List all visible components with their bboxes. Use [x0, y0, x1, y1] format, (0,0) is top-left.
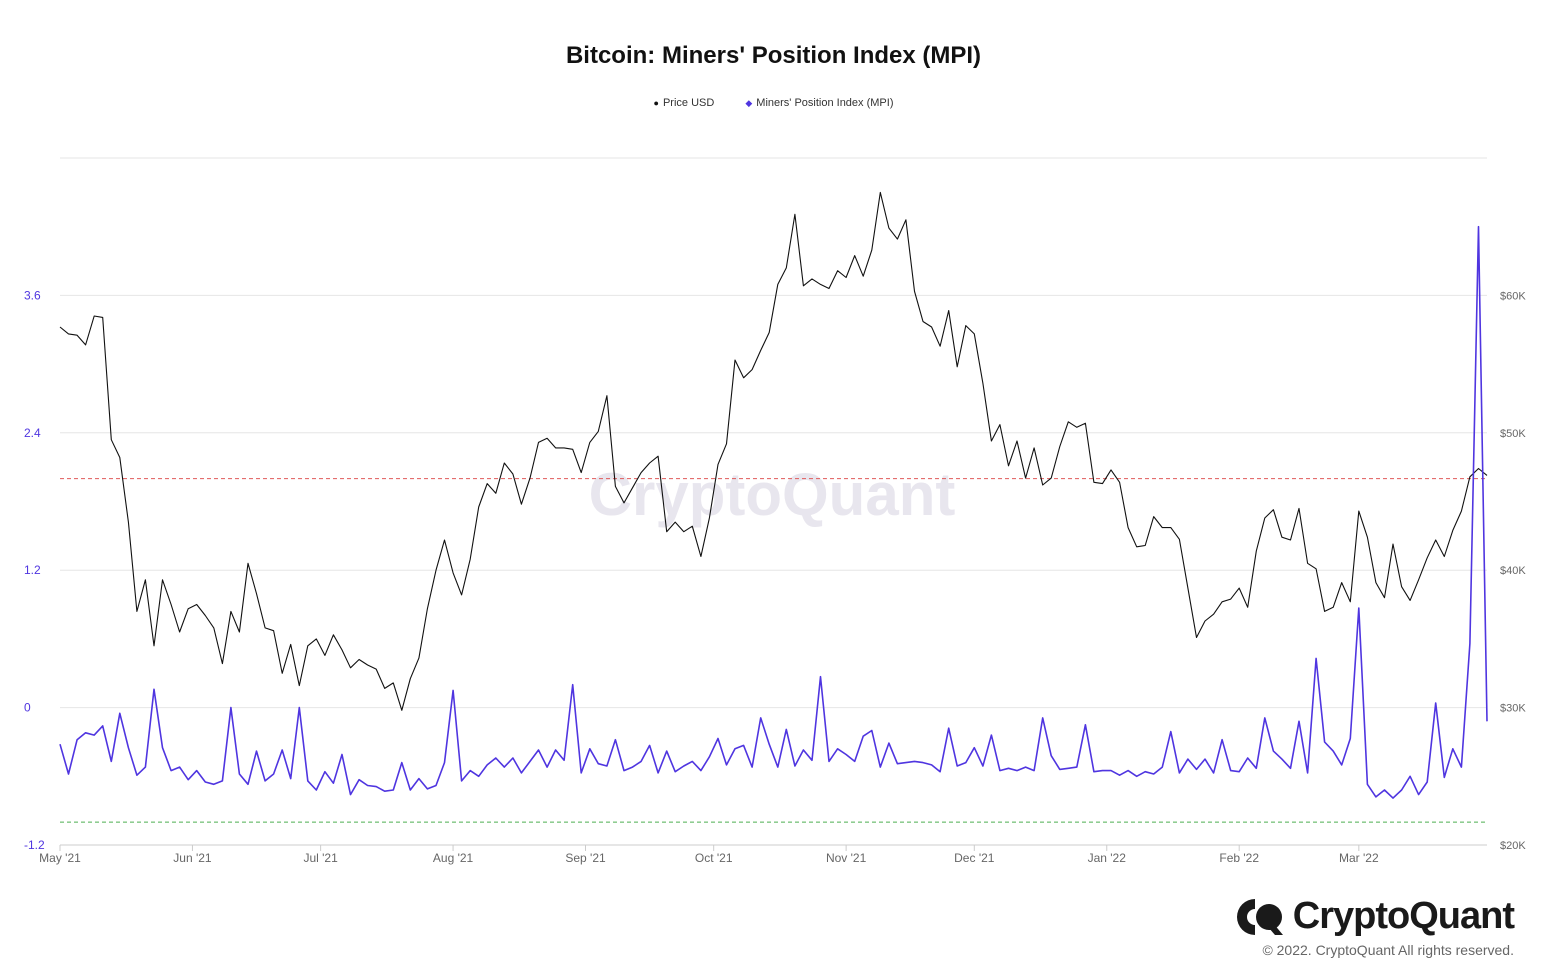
- x-axis-tick-label: Dec '21: [954, 851, 995, 865]
- chart-title: Bitcoin: Miners' Position Index (MPI): [565, 42, 982, 69]
- mpi-line: [59, 225, 1488, 799]
- right-axis-tick-label: $50K: [1500, 428, 1526, 440]
- x-axis-tick-label: Nov '21: [826, 851, 867, 865]
- x-axis-tick-label: Jan '22: [1088, 851, 1127, 865]
- right-axis-tick-label: $20K: [1500, 840, 1526, 852]
- cryptoquant-logo-icon: [1236, 898, 1283, 935]
- legend: ● Price USD ◆ Miners' Position Index (MPI): [0, 97, 1547, 109]
- price-usd-line: [59, 191, 1488, 711]
- x-axis-tick-label: Mar '22: [1339, 851, 1379, 865]
- left-axis-tick-label: 2.4: [24, 426, 41, 440]
- left-axis-tick-label: -1.2: [24, 838, 45, 852]
- legend-label-price: Price USD: [662, 97, 715, 109]
- series-lines: [59, 191, 1488, 799]
- cryptoquant-logo: CryptoQuant: [1235, 895, 1515, 938]
- x-axis-tick-label: Jul '21: [303, 851, 338, 865]
- x-axis-tick-label: Feb '22: [1219, 851, 1259, 865]
- legend-dot-icon: ●: [653, 98, 659, 108]
- right-axis-tick-label: $30K: [1500, 703, 1526, 715]
- watermark: CryptoQuant: [589, 461, 956, 528]
- logo-text: CryptoQuant: [1292, 895, 1515, 937]
- x-axis-tick-label: May '21: [39, 851, 81, 865]
- legend-label-mpi: Miners' Position Index (MPI): [756, 97, 894, 109]
- copyright: © 2022. CryptoQuant All rights reserved.: [1262, 942, 1514, 958]
- left-axis-tick-label: 0: [24, 701, 31, 715]
- right-axis-tick-label: $40K: [1500, 565, 1526, 577]
- left-axis-tick-label: 3.6: [24, 288, 41, 302]
- right-axis-tick-label: $60K: [1500, 290, 1526, 302]
- axes: -1.2 0 1.2 2.4 3.6 $20K $30K $40K $50K $60K May '2…: [24, 288, 1526, 865]
- x-axis-tick-label: Oct '21: [695, 851, 733, 865]
- x-axis-tick-label: Jun '21: [173, 851, 212, 865]
- x-axis-tick-label: Aug '21: [433, 851, 474, 865]
- grid-lines: [60, 157, 1487, 709]
- x-axis-tick-label: Sep '21: [565, 851, 606, 865]
- legend-diamond-icon: ◆: [745, 98, 753, 108]
- legend-item-mpi[interactable]: ◆ Miners' Position Index (MPI): [745, 97, 893, 109]
- legend-item-price[interactable]: ● Price USD: [654, 97, 715, 109]
- left-axis-tick-label: 1.2: [24, 563, 41, 577]
